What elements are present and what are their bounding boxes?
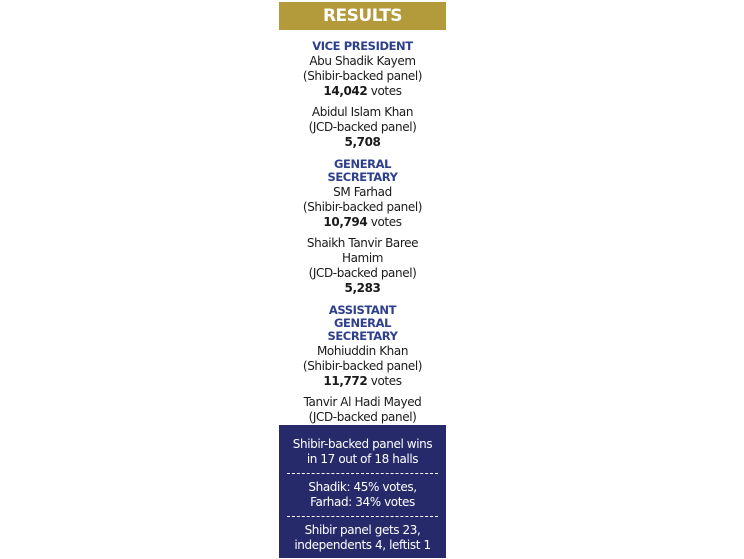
section: VICE PRESIDENT Abu Shadik Kayem (Shibir-ba… (279, 40, 446, 150)
vote-count: 11,772 (323, 374, 368, 388)
section: ASSISTANT GENERAL SECRETARY Mohiuddin Kha… (279, 304, 446, 440)
section: GENERAL SECRETARY SM Farhad (Shibir-backed… (279, 158, 446, 296)
candidate-panel: (Shibir-backed panel) (302, 69, 423, 83)
vote-count: 5,283 (344, 281, 381, 295)
vote-line: 11,772 votes (293, 374, 432, 389)
candidate: Abu Shadik Kayem (Shibir-backed panel) 14,… (279, 54, 446, 99)
divider (287, 516, 438, 517)
candidate-name: Abidul Islam Khan (311, 105, 414, 119)
candidate-name: Abu Shadik Kayem (309, 54, 416, 68)
results-column: RESULTS VICE PRESIDENT Abu Shadik Kayem (S… (279, 2, 446, 448)
section-heading: ASSISTANT GENERAL SECRETARY (327, 303, 398, 343)
candidate-name: SM Farhad (333, 185, 392, 199)
vote-count: 10,794 (323, 215, 368, 229)
vote-count: 14,042 (323, 84, 368, 98)
vote-line: 10,794 votes (293, 215, 432, 230)
candidate-panel: (Shibir-backed panel) (302, 200, 423, 214)
candidate: Abidul Islam Khan (JCD-backed panel) 5,708 (279, 105, 446, 150)
candidate-panel: (JCD-backed panel) (308, 120, 417, 134)
vote-line: 14,042 votes (293, 84, 432, 99)
candidate-panel: (JCD-backed panel) (308, 266, 417, 280)
candidate-name: Shaikh Tanvir Baree Hamim (306, 236, 419, 265)
candidate-name: Tanvir Al Hadi Mayed (303, 395, 422, 409)
summary-item: Shibir panel gets 23, independents 4, le… (294, 523, 431, 552)
candidate: SM Farhad (Shibir-backed panel) 10,794 vot… (279, 185, 446, 230)
vote-unit: votes (370, 374, 402, 388)
vote-line: 5,283 (293, 281, 432, 296)
vote-unit: votes (370, 84, 402, 98)
vote-unit: votes (370, 215, 402, 229)
divider (287, 473, 438, 474)
header-title: RESULTS (279, 2, 446, 30)
candidate-panel: (Shibir-backed panel) (302, 359, 423, 373)
vote-count: 5,708 (344, 135, 381, 149)
candidate-name: Mohiuddin Khan (316, 344, 409, 358)
section-heading: VICE PRESIDENT (312, 39, 413, 53)
results-body: VICE PRESIDENT Abu Shadik Kayem (Shibir-ba… (279, 30, 446, 440)
summary-item: Shibir-backed panel wins in 17 out of 18… (292, 437, 433, 466)
vote-line: 5,708 (293, 135, 432, 150)
summary-box: Shibir-backed panel wins in 17 out of 18… (279, 425, 446, 558)
candidate-panel: (JCD-backed panel) (308, 410, 417, 424)
summary-item: Shadik: 45% votes, Farhad: 34% votes (308, 480, 417, 509)
candidate: Mohiuddin Khan (Shibir-backed panel) 11,77… (279, 344, 446, 389)
section-heading: GENERAL SECRETARY (327, 157, 398, 184)
candidate: Shaikh Tanvir Baree Hamim (JCD-backed pan… (279, 236, 446, 296)
